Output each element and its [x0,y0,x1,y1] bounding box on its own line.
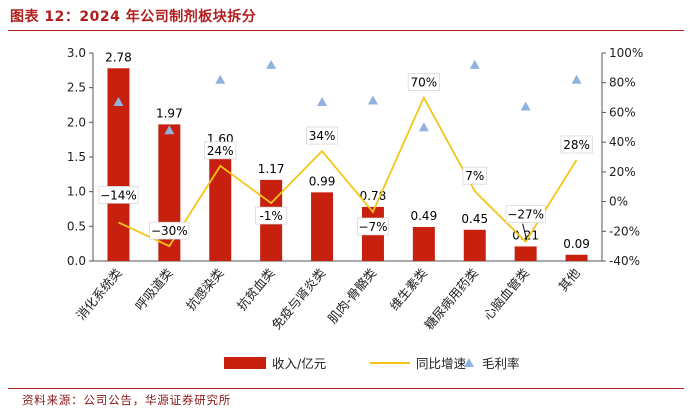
margin-point [164,125,175,135]
growth-value-label: −14% [100,188,137,202]
growth-value-label: 24% [207,144,234,158]
bar-value-label: 2.78 [105,50,132,64]
growth-label-box [255,206,288,225]
margin-point [113,97,124,107]
x-category-label: 心脑血管类 [480,265,532,323]
bar-revenue [311,192,334,261]
margin-point [266,59,277,69]
bar-revenue [565,254,588,261]
y-right-tick-label: 60% [609,105,636,119]
growth-label-box [462,166,487,185]
x-category-label: 免疫与肾炎类 [269,265,329,332]
y-left-tick-label: 1.0 [67,185,86,199]
chart-title: 图表 12：2024 年公司制剂板块拆分 [10,9,257,25]
bar-value-label: 0.78 [360,189,387,203]
bar-value-label: 1.17 [258,162,285,176]
bar-value-label: 0.45 [461,212,488,226]
margin-point [215,74,226,84]
growth-line [118,95,578,248]
y-right-tick-label: 40% [609,135,636,149]
source-divider [8,388,684,389]
y-left-tick-label: 0.5 [67,219,86,233]
x-category-label: 消化系统类 [73,265,125,323]
margin-point [367,95,378,105]
growth-value-label: -1% [259,209,282,223]
y-left-tick-label: 1.5 [67,150,86,164]
legend-swatch-revenue [224,357,266,369]
y-right-tick-label: -20% [609,224,640,238]
growth-label-box [407,73,440,91]
growth-value-label: −7% [358,220,387,234]
source-note: 资料来源：公司公告，华源证券研究所 [22,393,232,407]
bar-revenue [209,150,232,261]
growth-label-box [505,205,546,223]
bar-revenue [463,229,486,261]
bar-value-label: 0.99 [309,174,336,188]
y-left-tick-label: 2.0 [67,115,86,129]
growth-label-box [204,141,237,160]
margin-point [418,122,429,132]
legend-swatch-margin [464,358,474,367]
legend-label-margin: 毛利率 [482,356,520,371]
y-left-tick-label: 0.0 [67,254,86,268]
x-category-label: 其他 [555,265,583,294]
growth-label-box [560,135,593,154]
title-divider [8,30,684,31]
growth-label-box [98,186,139,204]
y-right-tick-label: 100% [609,46,643,60]
growth-value-label: −30% [151,224,188,238]
x-category-label: 肌肉-骨骼类 [325,265,380,326]
y-right-tick-label: 20% [609,165,636,179]
growth-label-box [149,221,190,240]
growth-value-label: 7% [465,169,484,183]
y-left-tick-label: 3.0 [67,46,86,60]
x-category-label: 抗贫血类 [234,265,278,313]
bar-value-label: 1.97 [156,106,183,120]
y-right-tick-label: -40% [609,254,640,268]
y-right-tick-label: 0% [609,195,628,209]
growth-label-leader [522,223,528,240]
bar-revenue [514,246,537,261]
growth-label-box [356,217,389,236]
growth-value-label: −27% [507,208,544,222]
margin-point [469,59,480,69]
y-right-tick-label: 80% [609,76,636,90]
bar-value-label: 0.49 [410,209,437,223]
legend-label-growth: 同比增速 [416,356,467,371]
x-category-label: 维生素类 [387,265,431,313]
x-category-label: 糖尿病用药类 [421,265,481,332]
growth-value-label: 28% [563,138,590,152]
bar-value-label: 0.09 [563,237,590,251]
growth-value-label: 70% [411,76,438,90]
bar-revenue [412,227,435,261]
y-left-tick-label: 2.5 [67,81,86,95]
x-category-label: 抗感染类 [183,265,227,313]
bar-revenue [107,68,130,262]
bar-revenue [158,124,181,261]
legend-label-revenue: 收入/亿元 [272,356,326,371]
margin-point [317,97,328,107]
growth-label-box [306,126,339,145]
margin-point [520,101,531,111]
margin-point [571,74,582,84]
x-category-label: 呼吸道类 [132,265,176,313]
growth-value-label: 34% [309,129,336,143]
